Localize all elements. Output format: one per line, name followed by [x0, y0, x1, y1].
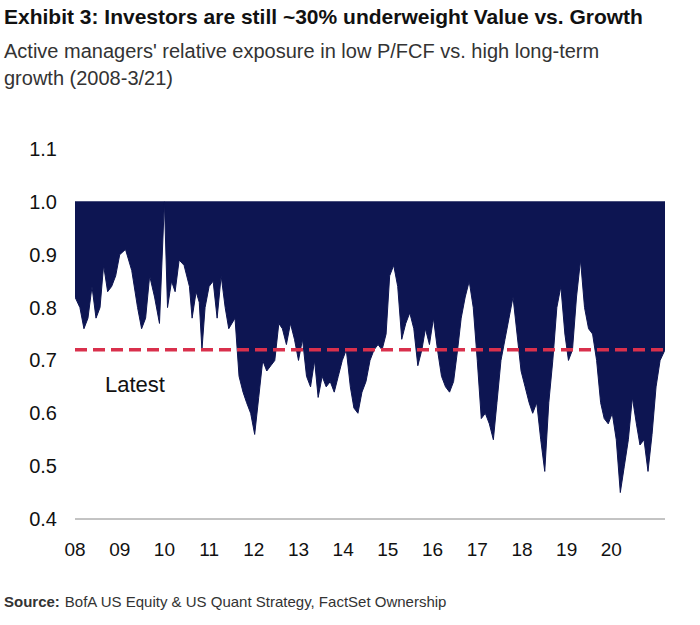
y-tick-label: 0.8: [29, 297, 57, 319]
y-tick-label: 0.6: [29, 402, 57, 424]
title: Exhibit 3: Investors are still ~30% unde…: [4, 5, 643, 28]
x-tick-label: 11: [199, 539, 219, 560]
x-tick-label: 09: [109, 539, 130, 560]
x-tick-label: 10: [154, 539, 175, 560]
annotation-label: Latest: [105, 372, 165, 397]
subtitle: growth (2008-3/21): [4, 67, 173, 89]
x-tick-label: 18: [511, 539, 532, 560]
y-tick-label: 0.5: [29, 455, 57, 477]
source-text: BofA US Equity & US Quant Strategy, Fact…: [65, 593, 447, 610]
source: Source: BofA US Equity & US Quant Strateg…: [4, 593, 446, 610]
reference-line: [75, 348, 665, 352]
x-axis-line: [75, 519, 665, 520]
y-tick-label: 0.7: [29, 349, 57, 371]
x-tick-label: 08: [64, 539, 85, 560]
y-tick-label: 0.9: [29, 244, 57, 266]
area: [75, 202, 665, 493]
plot-area: [75, 202, 665, 493]
chart: Exhibit 3: Investors are still ~30% unde…: [0, 0, 700, 625]
x-tick-label: 16: [422, 539, 443, 560]
subtitle: Active managers' relative exposure in lo…: [4, 40, 599, 62]
x-tick-label: 14: [333, 539, 355, 560]
x-tick-label: 17: [467, 539, 488, 560]
y-tick-label: 0.4: [29, 508, 57, 530]
x-tick-label: 15: [377, 539, 398, 560]
source-label: Source:: [4, 593, 60, 610]
y-tick-label: 1.1: [29, 138, 57, 160]
x-tick-label: 12: [243, 539, 264, 560]
x-tick-label: 20: [601, 539, 622, 560]
x-tick-label: 13: [288, 539, 309, 560]
x-tick-label: 19: [556, 539, 577, 560]
y-tick-label: 1.0: [29, 191, 57, 213]
